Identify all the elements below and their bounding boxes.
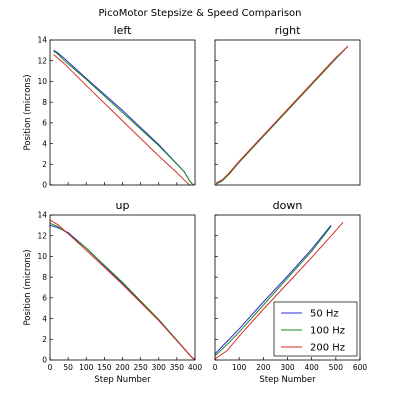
y-tick-label: 12 (37, 56, 47, 65)
x-tick-label: 400 (305, 363, 320, 372)
x-tick-label: 600 (353, 363, 368, 372)
y-tick-label: 6 (42, 294, 47, 303)
x-tick-label: 100 (232, 363, 247, 372)
figure-title: PicoMotor Stepsize & Speed Comparison (99, 8, 302, 19)
panel-up: up 0 2 4 6 8 10 12 14 0 50 100 150 200 250 300 350 400 Pos… (23, 199, 202, 385)
series-line-left-200hz (53, 54, 190, 185)
x-tick-label: 300 (280, 363, 295, 372)
y-tick-label: 14 (37, 36, 47, 45)
x-tick-label: 200 (256, 363, 271, 372)
y-axis-label-left: Position (microns) (23, 74, 33, 150)
y-tick-label: 4 (42, 314, 47, 323)
x-axis-label-up: Step Number (94, 375, 151, 385)
y-tick-label: 2 (42, 160, 47, 169)
y-tick-label: 8 (42, 98, 47, 107)
series-line-left-100hz (53, 50, 194, 185)
x-tick-label: 200 (115, 363, 130, 372)
y-tick-label: 0 (42, 356, 47, 365)
legend-label-100hz: 100 Hz (310, 326, 345, 337)
x-tick-label: 50 (63, 363, 73, 372)
panel-left: left 0 2 4 6 8 10 12 14 Position (microns) (23, 24, 196, 190)
x-tick-label: 100 (79, 363, 94, 372)
x-tick-label: 400 (188, 363, 203, 372)
series-line-down-100hz (215, 226, 332, 357)
panel-title-right: right (275, 24, 302, 37)
series-line-down-200hz (215, 221, 344, 360)
legend-label-50hz: 50 Hz (310, 309, 339, 320)
x-tick-label: 500 (329, 363, 344, 372)
panel-down: down 0 100 200 300 400 500 600 Step Number (213, 199, 368, 385)
panel-right: right (214, 24, 361, 186)
y-tick-label: 0 (42, 181, 47, 190)
y-tick-label: 8 (42, 273, 47, 282)
series-line-right-200hz (215, 45, 349, 184)
series-line-down-50hz (215, 225, 332, 355)
panel-title-left: left (114, 24, 133, 37)
x-tick-label: 0 (213, 363, 218, 372)
axes-frame-right (214, 39, 361, 186)
x-tick-label: 0 (48, 363, 53, 372)
y-tick-label: 12 (37, 231, 47, 240)
panel-title-up: up (116, 199, 130, 212)
y-tick-label: 4 (42, 139, 47, 148)
x-axis-label-down: Step Number (259, 375, 316, 385)
legend: 50 Hz 100 Hz 200 Hz (273, 301, 358, 357)
x-tick-label: 250 (133, 363, 148, 372)
y-axis-label-up: Position (microns) (23, 249, 33, 325)
y-tick-label: 10 (37, 252, 47, 261)
x-tick-label: 150 (97, 363, 112, 372)
series-line-up-200hz (50, 219, 195, 360)
panel-title-down: down (273, 199, 303, 212)
legend-label-200hz: 200 Hz (310, 343, 345, 354)
panels: left 0 2 4 6 8 10 12 14 Position (microns) right up… (23, 24, 367, 385)
x-tick-label: 300 (152, 363, 167, 372)
y-tick-label: 2 (42, 335, 47, 344)
y-tick-label: 10 (37, 77, 47, 86)
series-line-right-100hz (215, 45, 349, 185)
y-tick-label: 6 (42, 119, 47, 128)
y-tick-label: 14 (37, 211, 47, 220)
x-tick-label: 350 (170, 363, 185, 372)
